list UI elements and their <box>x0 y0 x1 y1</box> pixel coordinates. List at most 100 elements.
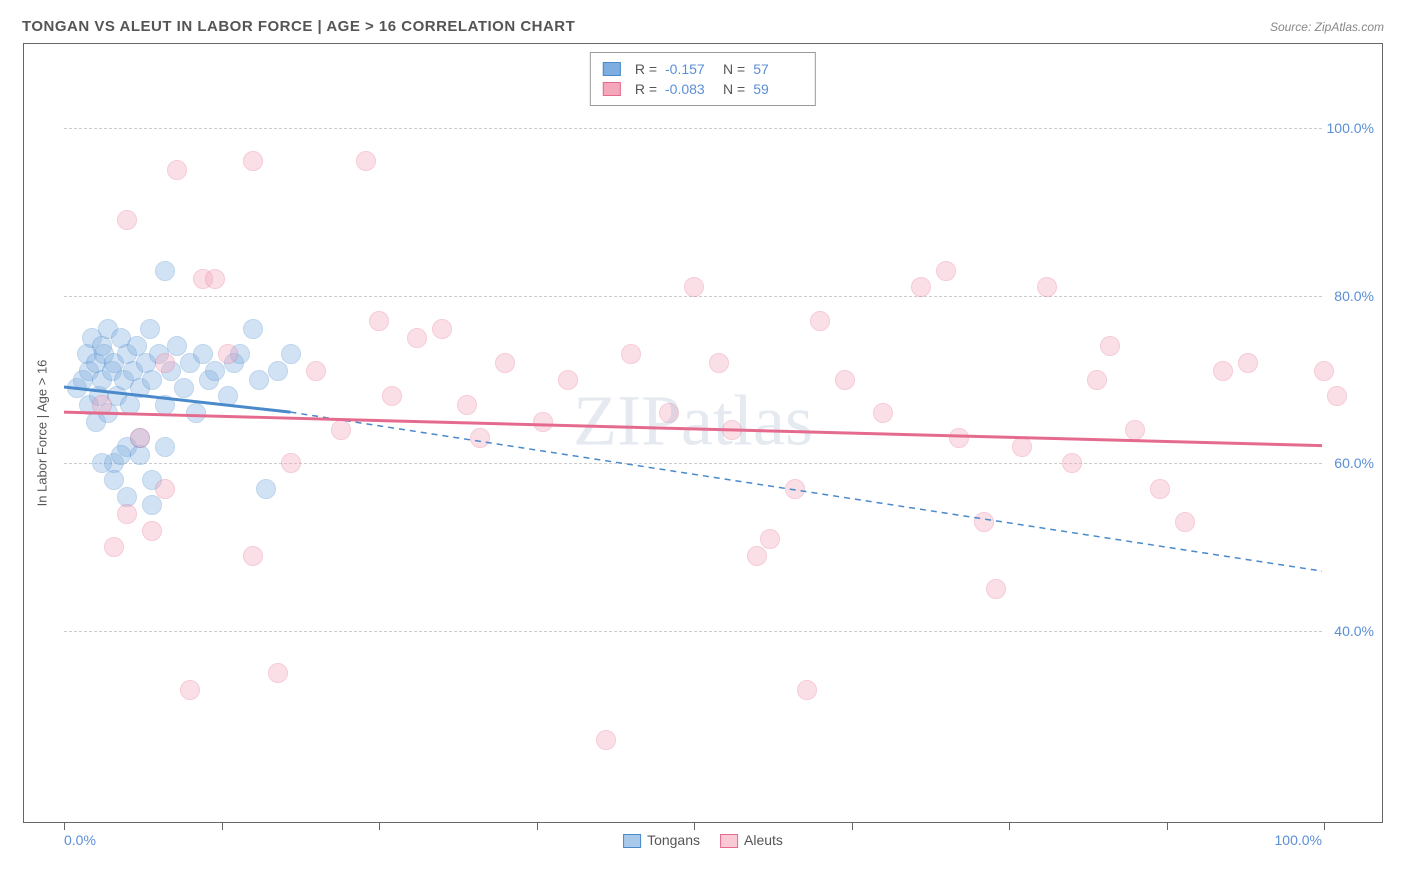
data-point <box>155 353 175 373</box>
x-tick <box>694 822 695 830</box>
data-point <box>1125 420 1145 440</box>
x-tick <box>64 822 65 830</box>
legend-item: Aleuts <box>720 832 783 848</box>
data-point <box>117 504 137 524</box>
data-point <box>142 521 162 541</box>
legend-n-value: 59 <box>753 81 803 97</box>
data-point <box>243 546 263 566</box>
data-point <box>936 261 956 281</box>
data-point <box>1213 361 1233 381</box>
data-point <box>785 479 805 499</box>
data-point <box>140 319 160 339</box>
data-point <box>1037 277 1057 297</box>
data-point <box>457 395 477 415</box>
gridline <box>64 463 1322 464</box>
data-point <box>1087 370 1107 390</box>
data-point <box>659 403 679 423</box>
data-point <box>111 445 131 465</box>
legend-swatch <box>603 82 621 96</box>
data-point <box>281 453 301 473</box>
data-point <box>911 277 931 297</box>
data-point <box>369 311 389 331</box>
series-legend: Tongans Aleuts <box>623 832 783 848</box>
y-tick-label: 40.0% <box>1334 623 1374 639</box>
legend-label: Aleuts <box>744 832 783 848</box>
data-point <box>873 403 893 423</box>
data-point <box>760 529 780 549</box>
legend-item: Tongans <box>623 832 700 848</box>
data-point <box>218 386 238 406</box>
data-point <box>104 537 124 557</box>
legend-label: Tongans <box>647 832 700 848</box>
x-tick <box>1324 822 1325 830</box>
watermark: ZIPatlas <box>573 379 813 462</box>
data-point <box>621 344 641 364</box>
gridline <box>64 128 1322 129</box>
data-point <box>243 319 263 339</box>
data-point <box>155 395 175 415</box>
y-tick-label: 80.0% <box>1334 288 1374 304</box>
legend-swatch <box>623 834 641 848</box>
legend-n-label: N = <box>723 61 745 77</box>
source-label: Source: ZipAtlas.com <box>1270 20 1384 34</box>
legend-row: R = -0.083 N = 59 <box>603 79 803 99</box>
data-point <box>186 403 206 423</box>
x-axis-max-label: 100.0% <box>1275 832 1322 848</box>
data-point <box>117 210 137 230</box>
data-point <box>407 328 427 348</box>
data-point <box>92 453 112 473</box>
data-point <box>331 420 351 440</box>
legend-r-value: -0.083 <box>665 81 715 97</box>
data-point <box>167 160 187 180</box>
data-point <box>180 680 200 700</box>
data-point <box>142 370 162 390</box>
data-point <box>306 361 326 381</box>
data-point <box>356 151 376 171</box>
data-point <box>1062 453 1082 473</box>
data-point <box>495 353 515 373</box>
data-point <box>155 261 175 281</box>
x-tick <box>1009 822 1010 830</box>
data-point <box>92 395 112 415</box>
data-point <box>218 344 238 364</box>
data-point <box>797 680 817 700</box>
y-tick-label: 60.0% <box>1334 455 1374 471</box>
data-point <box>281 344 301 364</box>
legend-swatch <box>720 834 738 848</box>
x-axis-min-label: 0.0% <box>64 832 96 848</box>
data-point <box>1238 353 1258 373</box>
data-point <box>155 437 175 457</box>
gridline <box>64 631 1322 632</box>
data-point <box>747 546 767 566</box>
data-point <box>205 269 225 289</box>
legend-r-label: R = <box>635 81 657 97</box>
legend-n-value: 57 <box>753 61 803 77</box>
data-point <box>256 479 276 499</box>
data-point <box>155 479 175 499</box>
legend-n-label: N = <box>723 81 745 97</box>
correlation-legend: R = -0.157 N = 57 R = -0.083 N = 59 <box>590 52 816 106</box>
data-point <box>986 579 1006 599</box>
chart-title: TONGAN VS ALEUT IN LABOR FORCE | AGE > 1… <box>22 18 575 35</box>
data-point <box>533 412 553 432</box>
data-point <box>974 512 994 532</box>
x-tick <box>852 822 853 830</box>
data-point <box>722 420 742 440</box>
legend-r-value: -0.157 <box>665 61 715 77</box>
data-point <box>1012 437 1032 457</box>
x-tick <box>537 822 538 830</box>
data-point <box>1314 361 1334 381</box>
legend-row: R = -0.157 N = 57 <box>603 59 803 79</box>
data-point <box>268 361 288 381</box>
data-point <box>709 353 729 373</box>
data-point <box>249 370 269 390</box>
data-point <box>1175 512 1195 532</box>
data-point <box>470 428 490 448</box>
legend-r-label: R = <box>635 61 657 77</box>
data-point <box>835 370 855 390</box>
data-point <box>596 730 616 750</box>
data-point <box>1327 386 1347 406</box>
legend-swatch <box>603 62 621 76</box>
data-point <box>558 370 578 390</box>
data-point <box>130 428 150 448</box>
